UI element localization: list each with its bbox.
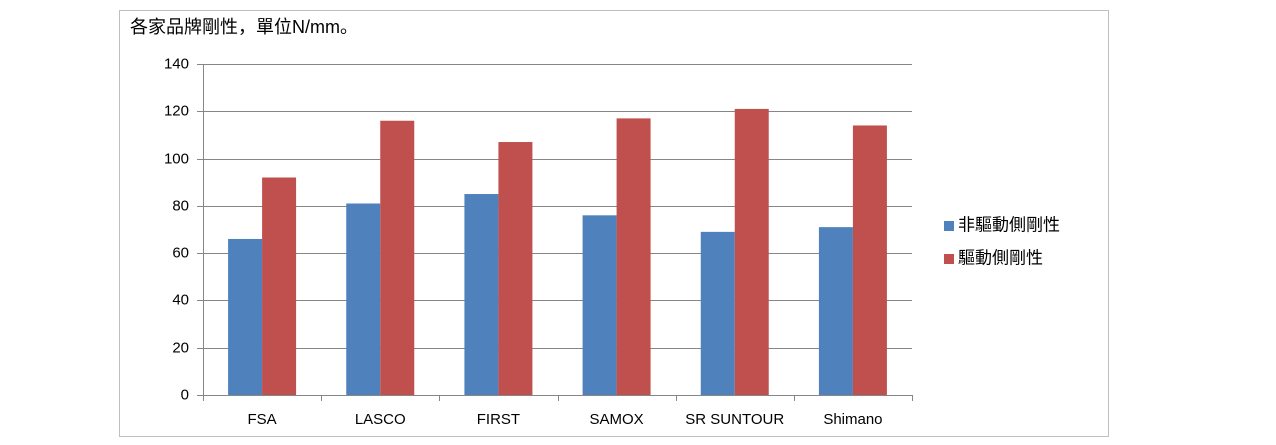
bar [380,120,415,395]
x-tick-label: SAMOX [589,411,643,428]
legend-swatch [944,254,954,264]
bar [852,125,887,395]
bar [700,231,735,395]
legend-label: 非驅動側剛性 [958,215,1060,234]
bar [464,194,499,395]
y-tick-label: 100 [164,150,189,167]
x-tick-label: LASCO [355,411,406,428]
bar [734,108,769,396]
bar [262,177,297,395]
chart-title: 各家品牌剛性，單位N/mm。 [130,17,358,37]
y-tick-label: 40 [172,291,189,308]
y-tick-label: 140 [164,55,189,72]
y-tick-label: 80 [172,197,189,214]
y-tick-label: 0 [181,386,189,403]
x-tick-label: FIRST [477,411,520,428]
y-tick-label: 120 [164,102,189,119]
bar [582,215,617,395]
x-tick-label: FSA [247,411,276,428]
legend-label: 驅動側剛性 [958,248,1043,267]
bar [818,227,853,395]
x-tick-label: Shimano [823,411,882,428]
legend-swatch [944,221,954,231]
x-tick-label: SR SUNTOUR [685,411,784,428]
y-tick-label: 20 [172,339,189,356]
bar [498,142,533,395]
bar [228,238,263,395]
bar [616,118,651,395]
y-tick-label: 60 [172,244,189,261]
bar [346,203,381,395]
